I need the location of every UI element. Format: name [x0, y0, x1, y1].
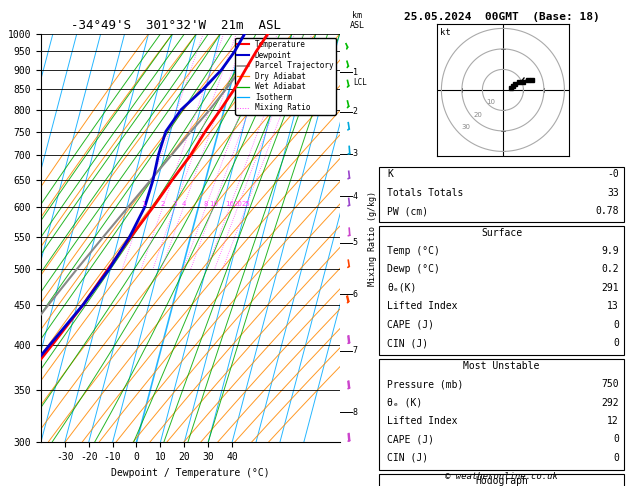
Text: -0: -0	[607, 169, 619, 179]
Text: CAPE (J): CAPE (J)	[387, 434, 434, 445]
Text: 9.9: 9.9	[601, 246, 619, 256]
Text: 25.05.2024  00GMT  (Base: 18): 25.05.2024 00GMT (Base: 18)	[404, 12, 599, 22]
Text: Most Unstable: Most Unstable	[464, 361, 540, 371]
Text: CIN (J): CIN (J)	[387, 338, 428, 348]
Text: 0: 0	[613, 453, 619, 463]
Text: 20: 20	[233, 201, 242, 207]
Text: CIN (J): CIN (J)	[387, 453, 428, 463]
Text: 10: 10	[209, 201, 218, 207]
Text: PW (cm): PW (cm)	[387, 206, 428, 216]
Text: 0: 0	[613, 320, 619, 330]
Text: Dewp (°C): Dewp (°C)	[387, 264, 440, 275]
Text: km
ASL: km ASL	[350, 11, 364, 30]
Text: Totals Totals: Totals Totals	[387, 188, 464, 198]
Bar	[379, 474, 624, 486]
Text: 6: 6	[353, 290, 358, 299]
Text: LCL: LCL	[353, 78, 367, 87]
Text: Mixing Ratio (g/kg): Mixing Ratio (g/kg)	[368, 191, 377, 286]
Text: K: K	[387, 169, 393, 179]
Text: 1: 1	[353, 68, 358, 77]
Text: 2: 2	[353, 107, 358, 116]
Text: θₑ(K): θₑ(K)	[387, 283, 416, 293]
Text: Hodograph: Hodograph	[475, 476, 528, 486]
Bar	[379, 226, 624, 355]
Text: Surface: Surface	[481, 228, 522, 238]
Text: 25: 25	[242, 201, 250, 207]
Text: θₑ (K): θₑ (K)	[387, 398, 422, 408]
Text: Temp (°C): Temp (°C)	[387, 246, 440, 256]
Text: 2: 2	[160, 201, 165, 207]
Text: 750: 750	[601, 379, 619, 389]
Text: 7: 7	[353, 346, 358, 355]
Bar	[379, 167, 624, 222]
Text: 292: 292	[601, 398, 619, 408]
Text: Pressure (mb): Pressure (mb)	[387, 379, 464, 389]
Text: 0: 0	[613, 434, 619, 445]
Bar	[379, 359, 624, 470]
Text: Lifted Index: Lifted Index	[387, 416, 457, 426]
X-axis label: Dewpoint / Temperature (°C): Dewpoint / Temperature (°C)	[111, 468, 270, 478]
Text: 0.78: 0.78	[595, 206, 619, 216]
Text: 3: 3	[353, 149, 358, 158]
Text: 0: 0	[613, 338, 619, 348]
Y-axis label: hPa: hPa	[0, 228, 2, 248]
Text: 13: 13	[607, 301, 619, 312]
Text: 1: 1	[141, 201, 145, 207]
Text: 16: 16	[225, 201, 234, 207]
Text: 8: 8	[353, 407, 358, 417]
Text: Lifted Index: Lifted Index	[387, 301, 457, 312]
Text: 4: 4	[181, 201, 186, 207]
Text: 8: 8	[204, 201, 208, 207]
Legend: Temperature, Dewpoint, Parcel Trajectory, Dry Adiabat, Wet Adiabat, Isotherm, Mi: Temperature, Dewpoint, Parcel Trajectory…	[235, 38, 336, 115]
Text: 5: 5	[353, 239, 358, 247]
Text: 33: 33	[607, 188, 619, 198]
Text: 291: 291	[601, 283, 619, 293]
Text: 12: 12	[607, 416, 619, 426]
Text: CAPE (J): CAPE (J)	[387, 320, 434, 330]
Text: -34°49'S  301°32'W  21m  ASL: -34°49'S 301°32'W 21m ASL	[71, 19, 281, 33]
Text: 4: 4	[353, 191, 358, 201]
Text: 0.2: 0.2	[601, 264, 619, 275]
Text: © weatheronline.co.uk: © weatheronline.co.uk	[445, 472, 558, 481]
Text: 3: 3	[172, 201, 177, 207]
